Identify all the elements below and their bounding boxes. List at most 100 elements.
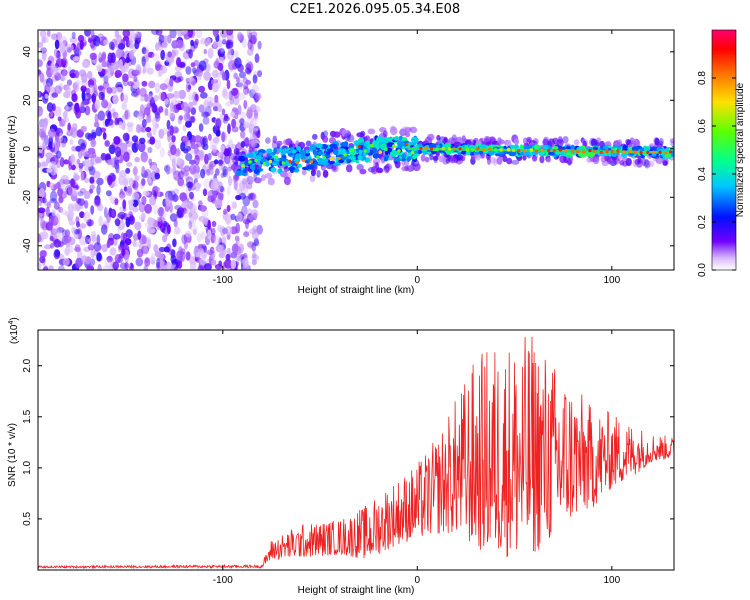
noise-blob bbox=[238, 71, 247, 79]
track-peak bbox=[343, 153, 347, 157]
noise-blob bbox=[183, 112, 191, 122]
track-peak bbox=[599, 150, 603, 154]
noise-blob bbox=[189, 191, 194, 200]
noise-blob bbox=[207, 229, 212, 240]
noise-blob bbox=[203, 48, 208, 55]
noise-blob bbox=[222, 35, 227, 44]
noise-blob bbox=[251, 242, 257, 252]
noise-blob bbox=[44, 84, 51, 95]
noise-blob bbox=[93, 121, 100, 128]
noise-blob bbox=[231, 143, 236, 150]
noise-blob bbox=[164, 98, 169, 105]
noise-blob bbox=[112, 111, 119, 120]
noise-blob bbox=[231, 243, 239, 254]
noise-blob bbox=[108, 144, 116, 155]
noise-blob bbox=[134, 31, 141, 39]
noise-blob bbox=[199, 257, 206, 266]
noise-blob bbox=[166, 34, 172, 44]
colorbar-tick-label: 0.8 bbox=[697, 71, 708, 85]
noise-blob bbox=[137, 110, 144, 117]
noise-blob bbox=[185, 153, 193, 162]
track-peak bbox=[588, 148, 592, 153]
noise-blob bbox=[216, 72, 224, 78]
track-core bbox=[247, 152, 254, 158]
noise-blob bbox=[227, 186, 231, 196]
track-core bbox=[616, 146, 622, 150]
track-peak bbox=[493, 147, 498, 152]
noise-blob bbox=[182, 210, 191, 219]
noise-blob bbox=[220, 172, 225, 178]
track-core bbox=[570, 144, 575, 150]
noise-blob bbox=[155, 42, 160, 51]
noise-blob bbox=[144, 49, 150, 58]
noise-blob bbox=[232, 95, 240, 106]
noise-blob bbox=[176, 209, 183, 219]
noise-blob bbox=[163, 35, 168, 43]
noise-blob bbox=[192, 99, 198, 106]
noise-blob bbox=[157, 69, 163, 77]
noise-blob bbox=[146, 131, 152, 138]
noise-blob bbox=[74, 229, 80, 235]
track-halo bbox=[261, 174, 266, 182]
noise-blob bbox=[62, 110, 68, 119]
track-halo bbox=[309, 174, 316, 183]
noise-blob bbox=[253, 125, 261, 136]
track-halo bbox=[404, 165, 412, 172]
noise-blob bbox=[106, 255, 113, 263]
track-peak bbox=[529, 148, 534, 152]
track-halo bbox=[539, 155, 545, 164]
track-peak bbox=[405, 143, 409, 147]
noise-blob bbox=[79, 211, 85, 219]
x-tick-label: 100 bbox=[603, 275, 620, 286]
track-halo bbox=[567, 157, 572, 166]
track-halo bbox=[310, 169, 316, 177]
noise-blob bbox=[114, 30, 120, 39]
noise-blob bbox=[139, 243, 144, 253]
noise-blob bbox=[93, 242, 102, 252]
track-peak bbox=[274, 155, 279, 159]
noise-blob bbox=[240, 130, 246, 139]
noise-blob bbox=[225, 101, 232, 107]
noise-blob bbox=[110, 157, 118, 168]
noise-blob bbox=[249, 228, 257, 235]
track-core bbox=[343, 141, 349, 147]
track-core bbox=[542, 145, 549, 150]
noise-blob bbox=[121, 102, 127, 111]
noise-blob bbox=[106, 159, 113, 166]
track-peak bbox=[558, 148, 562, 152]
track-peak bbox=[534, 149, 539, 153]
noise-blob bbox=[38, 161, 42, 168]
noise-blob bbox=[144, 203, 153, 214]
noise-blob bbox=[166, 166, 173, 175]
noise-blob bbox=[123, 186, 128, 192]
noise-blob bbox=[43, 265, 49, 270]
noise-blob bbox=[180, 101, 189, 111]
noise-blob bbox=[217, 62, 224, 71]
track-core bbox=[622, 152, 628, 157]
noise-blob bbox=[46, 167, 53, 173]
noise-blob bbox=[118, 121, 123, 129]
track-core bbox=[333, 162, 342, 167]
noise-blob bbox=[49, 235, 55, 242]
noise-blob bbox=[141, 166, 146, 175]
track-peak bbox=[419, 146, 423, 150]
track-halo bbox=[522, 155, 527, 161]
noise-blob bbox=[177, 76, 184, 82]
noise-blob bbox=[226, 168, 230, 179]
track-halo bbox=[276, 140, 283, 146]
noise-blob bbox=[216, 151, 223, 158]
noise-blob bbox=[160, 261, 168, 270]
track-halo bbox=[429, 153, 434, 161]
noise-blob bbox=[93, 36, 101, 47]
noise-blob bbox=[185, 66, 192, 75]
track-core bbox=[278, 147, 283, 153]
noise-blob bbox=[96, 177, 104, 186]
noise-blob bbox=[252, 199, 259, 209]
noise-blob bbox=[154, 111, 160, 119]
track-peak bbox=[452, 147, 456, 151]
track-core bbox=[384, 157, 388, 162]
noise-blob bbox=[75, 79, 81, 86]
noise-blob bbox=[204, 153, 209, 165]
noise-blob bbox=[104, 259, 112, 268]
track-core bbox=[279, 157, 286, 162]
